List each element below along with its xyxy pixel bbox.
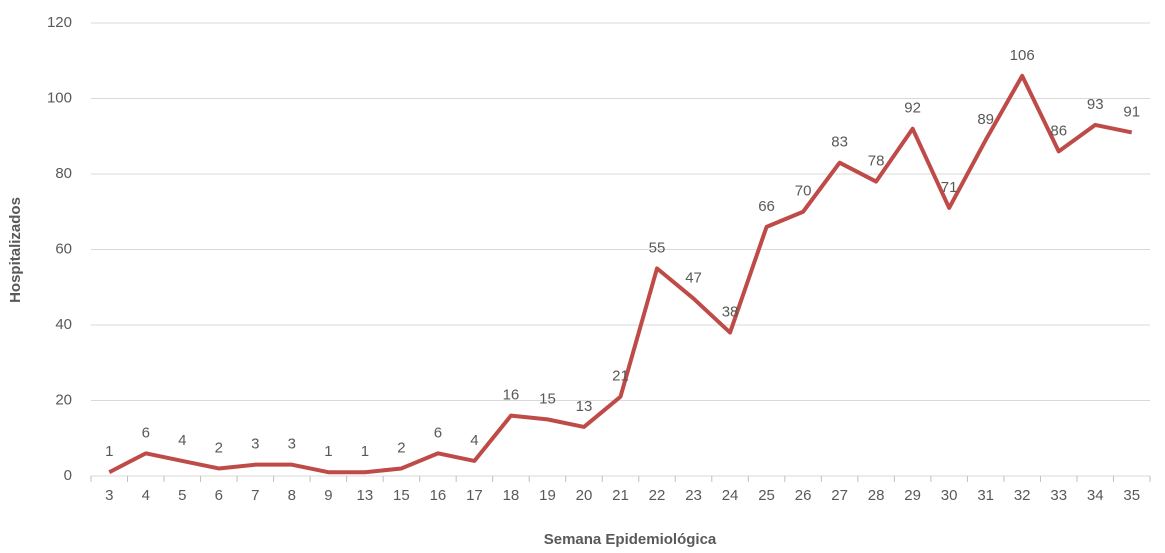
data-label: 66 bbox=[758, 198, 775, 215]
x-tick-label: 17 bbox=[466, 487, 483, 504]
y-tick-label: 120 bbox=[47, 14, 72, 31]
data-line bbox=[108, 73, 1133, 475]
x-tick-label: 30 bbox=[941, 487, 958, 504]
x-tick-label: 28 bbox=[868, 487, 885, 504]
data-label: 91 bbox=[1123, 103, 1140, 120]
x-tick-label: 7 bbox=[251, 487, 259, 504]
data-label: 78 bbox=[868, 153, 885, 170]
x-tick-label: 33 bbox=[1050, 487, 1067, 504]
x-axis-title: Semana Epidemiológica bbox=[544, 531, 717, 548]
data-label: 47 bbox=[685, 270, 702, 287]
data-label: 13 bbox=[576, 398, 593, 415]
x-tick-label: 32 bbox=[1014, 487, 1031, 504]
x-tick-label: 15 bbox=[393, 487, 410, 504]
data-label: 70 bbox=[795, 183, 812, 200]
x-tick-label: 24 bbox=[722, 487, 739, 504]
y-tick-label: 20 bbox=[55, 391, 72, 408]
y-tick-label: 100 bbox=[47, 89, 72, 106]
data-label: 83 bbox=[831, 134, 848, 151]
data-label: 55 bbox=[649, 239, 666, 256]
data-label: 4 bbox=[470, 432, 478, 449]
data-label: 38 bbox=[722, 304, 739, 321]
data-label: 1 bbox=[361, 443, 369, 460]
x-tick-label: 6 bbox=[215, 487, 223, 504]
y-tick-label: 80 bbox=[55, 165, 72, 182]
data-label: 106 bbox=[1010, 47, 1035, 64]
y-tick-label: 0 bbox=[64, 467, 72, 484]
y-axis-title: Hospitalizados bbox=[7, 197, 24, 303]
x-tick-label: 19 bbox=[539, 487, 556, 504]
x-tick-label: 13 bbox=[357, 487, 374, 504]
x-tick-label: 8 bbox=[288, 487, 296, 504]
x-tick-label: 3 bbox=[105, 487, 113, 504]
data-label: 2 bbox=[215, 439, 223, 456]
data-label: 3 bbox=[251, 436, 259, 453]
x-tick-label: 35 bbox=[1123, 487, 1140, 504]
x-tick-label: 22 bbox=[649, 487, 666, 504]
x-tick-label: 18 bbox=[503, 487, 520, 504]
y-tick-label: 60 bbox=[55, 240, 72, 257]
x-tick-label: 16 bbox=[430, 487, 447, 504]
x-tick-label: 31 bbox=[977, 487, 994, 504]
x-tick-label: 20 bbox=[576, 487, 593, 504]
x-tick-label: 26 bbox=[795, 487, 812, 504]
x-tick-label: 25 bbox=[758, 487, 775, 504]
x-tick-label: 34 bbox=[1087, 487, 1104, 504]
y-tick-label: 40 bbox=[55, 316, 72, 333]
data-label: 71 bbox=[941, 179, 958, 196]
data-label: 16 bbox=[503, 387, 520, 404]
data-label: 6 bbox=[434, 424, 442, 441]
x-tick-label: 23 bbox=[685, 487, 702, 504]
data-label: 89 bbox=[977, 111, 994, 128]
data-label: 6 bbox=[142, 424, 150, 441]
data-label: 3 bbox=[288, 436, 296, 453]
data-label: 4 bbox=[178, 432, 186, 449]
x-tick-label: 27 bbox=[831, 487, 848, 504]
data-label: 93 bbox=[1087, 96, 1104, 113]
x-tick-label: 9 bbox=[324, 487, 332, 504]
data-label: 92 bbox=[904, 100, 921, 117]
data-label: 15 bbox=[539, 390, 556, 407]
data-label: 1 bbox=[324, 443, 332, 460]
data-label: 21 bbox=[612, 368, 629, 385]
data-label: 86 bbox=[1050, 122, 1067, 139]
data-label: 2 bbox=[397, 439, 405, 456]
x-tick-label: 29 bbox=[904, 487, 921, 504]
data-label: 1 bbox=[105, 443, 113, 460]
x-tick-label: 4 bbox=[142, 487, 150, 504]
x-tick-label: 5 bbox=[178, 487, 186, 504]
x-tick-label: 21 bbox=[612, 487, 629, 504]
